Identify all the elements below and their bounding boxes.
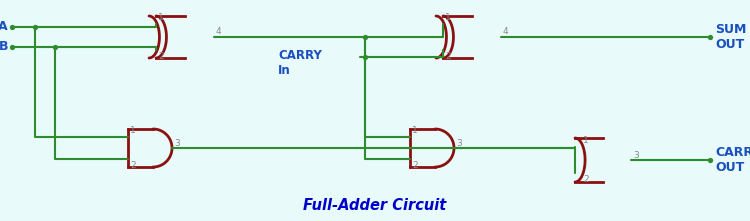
Text: CARRY
In: CARRY In bbox=[278, 49, 322, 77]
Text: 4: 4 bbox=[216, 27, 222, 36]
Text: 1: 1 bbox=[583, 136, 589, 145]
Text: 2: 2 bbox=[445, 52, 451, 61]
Text: 2: 2 bbox=[583, 175, 589, 184]
Text: 2: 2 bbox=[158, 52, 164, 61]
Text: B: B bbox=[0, 40, 8, 53]
Text: 3: 3 bbox=[456, 139, 462, 147]
Text: SUM
OUT: SUM OUT bbox=[715, 23, 746, 51]
Text: 2: 2 bbox=[130, 161, 136, 170]
Text: 3: 3 bbox=[174, 139, 180, 147]
Text: 4: 4 bbox=[503, 27, 509, 36]
Text: CARRY
OUT: CARRY OUT bbox=[715, 146, 750, 174]
Text: 2: 2 bbox=[412, 161, 418, 170]
Text: 3: 3 bbox=[633, 151, 639, 160]
Text: 1: 1 bbox=[130, 126, 136, 135]
Text: 1: 1 bbox=[445, 13, 451, 22]
Text: 1: 1 bbox=[412, 126, 418, 135]
Text: Full-Adder Circuit: Full-Adder Circuit bbox=[303, 198, 447, 213]
Text: A: A bbox=[0, 21, 8, 34]
Text: 1: 1 bbox=[158, 13, 164, 22]
